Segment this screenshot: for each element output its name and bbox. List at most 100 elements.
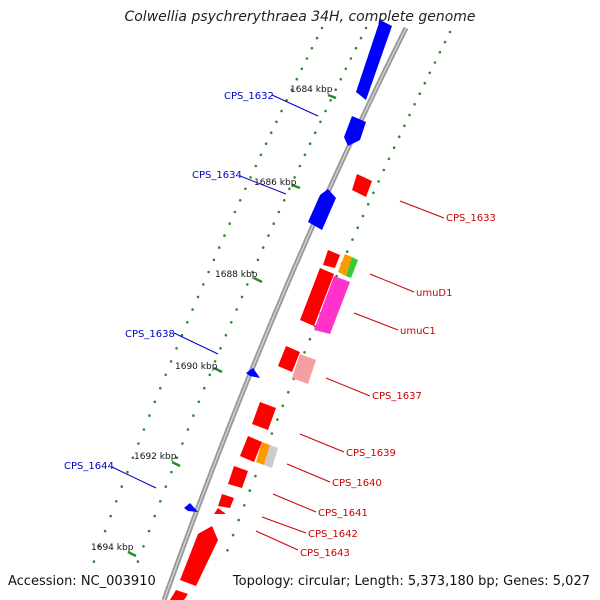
gene-label-cps-1638[interactable]: CPS_1638 <box>125 329 175 340</box>
gene-arrow-cps-1639a[interactable] <box>252 402 276 430</box>
forward-gene-labels: CPS_1632 CPS_1634 CPS_1638 CPS_1644 <box>64 91 319 489</box>
reverse-gene-labels: CPS_1633 umuD1 umuC1 CPS_1637 CPS_1639 C… <box>255 200 496 559</box>
guide-ring-dot <box>329 99 332 102</box>
guide-ring-dot <box>269 131 273 134</box>
guide-ring-dot <box>186 321 189 324</box>
guide-ring-dot <box>356 226 360 229</box>
gene-label-cps-1634[interactable]: CPS_1634 <box>192 170 242 181</box>
gene-arrow-cps-1639[interactable] <box>240 436 262 462</box>
gene-arrow-cps-1643[interactable] <box>180 526 218 586</box>
label-leader-line <box>272 493 317 513</box>
gene-arrow-cps-1641[interactable] <box>228 466 248 488</box>
guide-ring-dot <box>180 333 184 337</box>
gene-label-cps-1640[interactable]: CPS_1640 <box>332 478 382 489</box>
gene-arrow-cps-1640-orange[interactable] <box>256 442 270 465</box>
guide-ring-dot <box>392 146 396 149</box>
guide-ring-dot <box>448 30 452 34</box>
guide-ring-dot <box>98 545 101 548</box>
guide-ring-dot <box>164 485 168 488</box>
guide-ring-inner <box>136 26 368 563</box>
kbp-tick-mark <box>291 183 301 190</box>
guide-ring-dot <box>403 124 406 128</box>
gene-label-cps-1641[interactable]: CPS_1641 <box>318 508 368 519</box>
gene-arrow-cps-1636[interactable] <box>300 268 334 326</box>
guide-ring-dot <box>354 46 358 50</box>
gene-arrow-cps-1637[interactable] <box>292 354 316 384</box>
guide-ring-dot <box>267 234 270 237</box>
guide-ring-dot <box>303 153 307 157</box>
gene-arrow-cps-1633[interactable] <box>352 174 372 197</box>
guide-ring-dot <box>397 135 401 138</box>
gene-label-cps-1642[interactable]: CPS_1642 <box>308 529 358 540</box>
gene-arrow-cps-1642[interactable] <box>218 494 234 508</box>
guide-ring-dot <box>290 88 294 91</box>
guide-ring-dot <box>208 373 211 377</box>
gene-label-cps-1643[interactable]: CPS_1643 <box>300 548 350 559</box>
guide-ring-dot <box>244 187 247 191</box>
gene-label-cps-1637[interactable]: CPS_1637 <box>372 391 422 402</box>
gene-arrow-umuc1[interactable] <box>314 276 350 334</box>
guide-ring-dot <box>364 26 368 30</box>
gene-arrow-umud1-orange[interactable] <box>338 254 352 276</box>
gene-arrow-cps-1645[interactable] <box>170 590 188 600</box>
guide-ring-dot <box>408 113 411 117</box>
gene-label-cps-1639[interactable]: CPS_1639 <box>346 448 396 459</box>
kbp-tick-mark <box>127 550 137 558</box>
guide-ring-dot <box>126 470 129 474</box>
gene-arrow-cps-1638[interactable] <box>246 368 260 378</box>
gene-arrow-cps-1632[interactable] <box>356 20 392 100</box>
label-leader-line <box>111 466 157 489</box>
kbp-tick-mark <box>171 460 181 468</box>
guide-ring-dot <box>142 428 146 431</box>
guide-ring-dot <box>372 191 375 195</box>
guide-ring-dot <box>175 347 178 350</box>
guide-ring-dot <box>115 500 118 503</box>
guide-ring-dot <box>387 157 391 161</box>
guide-ring-dot <box>109 514 112 518</box>
guide-ring-dot <box>349 57 353 60</box>
guide-ring-dot <box>240 295 244 299</box>
guide-ring-dot <box>305 57 309 60</box>
kbp-tick-label: 1692 kbp <box>134 452 177 462</box>
label-leader-line <box>325 377 371 397</box>
guide-ring-dot <box>228 222 231 225</box>
gene-arrow-cps-1632b[interactable] <box>344 116 366 146</box>
gene-arrow-cps-1635a[interactable] <box>323 250 340 268</box>
guide-ring-dot <box>282 199 286 202</box>
gene-arrow-cps-1642b[interactable] <box>214 508 226 514</box>
label-leader-line <box>399 200 445 219</box>
gene-label-umuc1[interactable]: umuC1 <box>400 326 436 337</box>
guide-ring-dot <box>235 308 238 311</box>
guide-ring-dot <box>275 120 278 124</box>
guide-ring-dot <box>249 176 252 179</box>
gene-label-umud1[interactable]: umuD1 <box>416 288 452 299</box>
guide-ring-dot <box>175 456 179 460</box>
guide-ring-dot <box>319 120 322 124</box>
gene-arrow-cps-1644[interactable] <box>184 503 198 512</box>
guide-ring-dot <box>248 489 252 492</box>
guide-ring-dot <box>137 442 140 445</box>
kbp-tick-label: 1690 kbp <box>175 362 218 372</box>
gene-arrow-cps-1640[interactable] <box>264 445 278 468</box>
genome-summary-text: Topology: circular; Length: 5,373,180 bp… <box>232 574 590 589</box>
guide-ring-dot <box>192 414 195 417</box>
label-leader-line <box>299 433 345 453</box>
guide-ring-dot <box>164 373 167 377</box>
gene-arrow-umud1-green[interactable] <box>346 257 358 278</box>
gene-label-cps-1633[interactable]: CPS_1633 <box>446 213 496 224</box>
label-leader-line <box>286 463 331 483</box>
guide-ring-dot <box>238 199 242 202</box>
gene-arrow-cps-1637a[interactable] <box>278 346 300 372</box>
guide-ring-dot <box>334 88 338 91</box>
kbp-tick-label: 1694 kbp <box>91 543 134 553</box>
gene-arrow-cps-1634[interactable] <box>308 189 336 230</box>
guide-ring-dot <box>281 404 285 408</box>
guide-ring-dot <box>288 187 291 191</box>
gene-label-cps-1644[interactable]: CPS_1644 <box>64 461 114 472</box>
gene-label-cps-1632[interactable]: CPS_1632 <box>224 91 274 102</box>
guide-ring-dot <box>259 153 263 157</box>
guide-ring-dot <box>256 258 260 262</box>
kbp-tick-mark <box>253 276 263 284</box>
guide-ring-dot <box>303 351 306 354</box>
